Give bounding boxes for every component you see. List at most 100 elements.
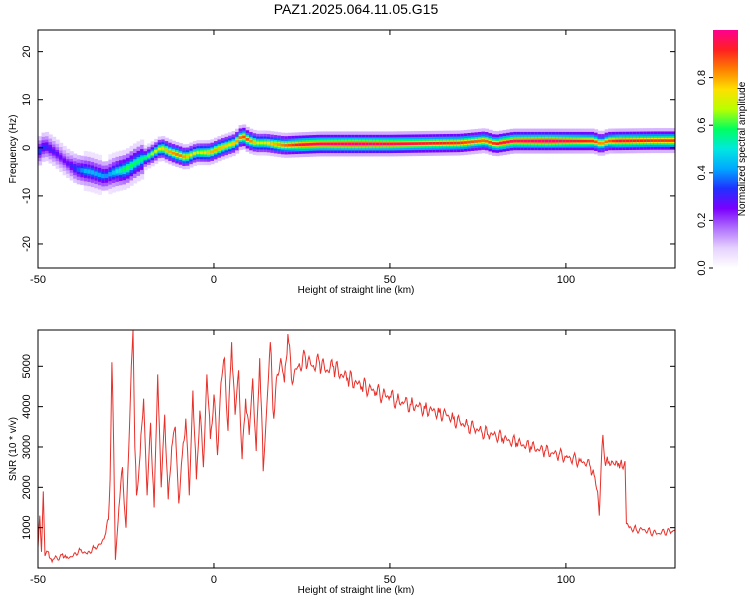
spectrogram-cell [597, 141, 602, 145]
spectrogram-cell [446, 141, 451, 145]
spectrogram-cell [382, 142, 388, 146]
spectrogram-cell [178, 154, 183, 157]
snr-background [38, 330, 675, 568]
spectrogram-cell [576, 139, 581, 143]
spectrogram-x-tick-label: 0 [211, 274, 217, 286]
spectrogram-cell [340, 142, 345, 146]
spectrogram-y-tick-label: -10 [21, 188, 33, 204]
spectrogram-cell [38, 148, 43, 153]
spectrogram-marks [38, 124, 675, 195]
spectrogram-cell [365, 142, 370, 146]
spectrogram-cells [38, 124, 675, 195]
colorbar-tick-label: 0.4 [696, 165, 708, 180]
spectrogram-cell [90, 170, 95, 175]
spectrogram-cell [143, 156, 148, 160]
spectrogram-cell [87, 169, 92, 174]
spectrogram-cell [393, 142, 398, 146]
spectrogram-cell [530, 139, 535, 143]
spectrogram-cell [273, 142, 278, 146]
spectrogram-cell [439, 141, 444, 145]
spectrogram-cell [238, 136, 243, 139]
spectrogram-cell [189, 153, 194, 157]
spectrogram-cell [206, 151, 212, 154]
spectrogram-cell [118, 168, 124, 173]
spectrogram-cell [601, 141, 606, 145]
spectrogram-cell [305, 143, 310, 146]
spectrogram-cell [372, 142, 377, 146]
spectrogram-cell [534, 139, 539, 143]
spectrogram-cell [256, 141, 261, 145]
spectrogram-panel: -50 0 50 100 -20 -10 0 10 20 Height of straight… [8, 29, 676, 296]
spectrogram-cell [555, 139, 560, 143]
spectrogram-cell [277, 143, 282, 147]
spectrogram-cell [333, 142, 338, 146]
spectrogram-cell [594, 140, 599, 144]
spectrogram-x-tick-label: -50 [30, 274, 46, 286]
spectrogram-cell [629, 139, 634, 143]
spectrogram-cell [164, 148, 169, 152]
spectrogram-cell [509, 140, 514, 143]
spectrogram-cell [477, 139, 483, 143]
spectrogram-cell [551, 139, 556, 143]
spectrogram-cell [622, 139, 627, 143]
spectrogram-cell [270, 142, 275, 146]
spectrogram-cell [456, 141, 461, 145]
spectrogram-cell [513, 139, 518, 143]
spectrogram-cell [192, 152, 197, 155]
spectrogram-cell [650, 139, 655, 142]
spectrogram-cell [319, 142, 324, 146]
spectrogram-cell [136, 159, 141, 164]
spectrogram-cell [657, 139, 662, 142]
spectrogram-cell [660, 139, 666, 142]
snr-y-tick-label: 3000 [21, 435, 33, 459]
spectrogram-cell [467, 140, 472, 144]
spectrogram-cell [671, 139, 675, 142]
spectrogram-cell [544, 139, 549, 143]
spectrogram-y-tick-label: 0 [21, 145, 33, 151]
spectrogram-cell [583, 139, 588, 143]
spectrogram-cell [259, 141, 264, 145]
spectrogram-x-tick-label: 50 [384, 274, 396, 286]
spectrogram-cell [407, 142, 412, 146]
spectrogram-cell [386, 142, 391, 146]
spectrogram-cell [52, 149, 57, 154]
spectrogram-cell [435, 141, 440, 145]
colorbar-tick-label: 0.8 [696, 70, 708, 85]
spectrogram-cell [171, 151, 176, 155]
spectrogram-cell [565, 139, 571, 143]
spectrogram-cell [481, 139, 486, 143]
spectrogram-cell [337, 142, 342, 146]
snr-y-tick-label: 4000 [21, 394, 33, 418]
spectrogram-cell [252, 141, 257, 144]
spectrogram-y-ticks: -20 -10 0 10 20 [21, 46, 675, 252]
spectrogram-cell [150, 152, 155, 156]
spectrogram-cell [301, 143, 307, 146]
spectrogram-cell [45, 144, 50, 149]
spectrogram-cell [632, 139, 637, 143]
colorbar-ticks: 0.0 0.2 0.4 0.6 0.8 [696, 70, 713, 276]
spectrogram-cell [203, 151, 208, 154]
spectrogram-cell [520, 139, 525, 143]
spectrogram-y-tick-label: 10 [21, 94, 33, 106]
spectrogram-cell [94, 171, 99, 176]
spectrogram-cell [499, 141, 504, 145]
spectrogram-cell [358, 142, 363, 146]
colorbar-ramp [713, 30, 738, 268]
spectrogram-cell [667, 139, 673, 142]
spectrogram-x-ticks: -50 0 50 100 [30, 30, 575, 286]
spectrogram-cell [242, 135, 247, 139]
spectrogram-cell [231, 142, 236, 145]
spectrogram-cell [579, 139, 585, 143]
spectrogram-cell [221, 145, 226, 149]
colorbar-tick-label: 0.2 [696, 213, 708, 228]
spectrogram-cell [62, 158, 67, 163]
spectrogram-cell [453, 141, 458, 145]
spectrogram-cell [101, 173, 106, 179]
spectrogram-cell [491, 142, 497, 145]
snr-y-tick-label: 1000 [21, 515, 33, 539]
spectrogram-cell [351, 142, 356, 146]
spectrogram-cell [154, 150, 159, 153]
spectrogram-cell [516, 139, 521, 143]
spectrogram-cell [125, 166, 131, 171]
spectrogram-cell [608, 139, 613, 143]
